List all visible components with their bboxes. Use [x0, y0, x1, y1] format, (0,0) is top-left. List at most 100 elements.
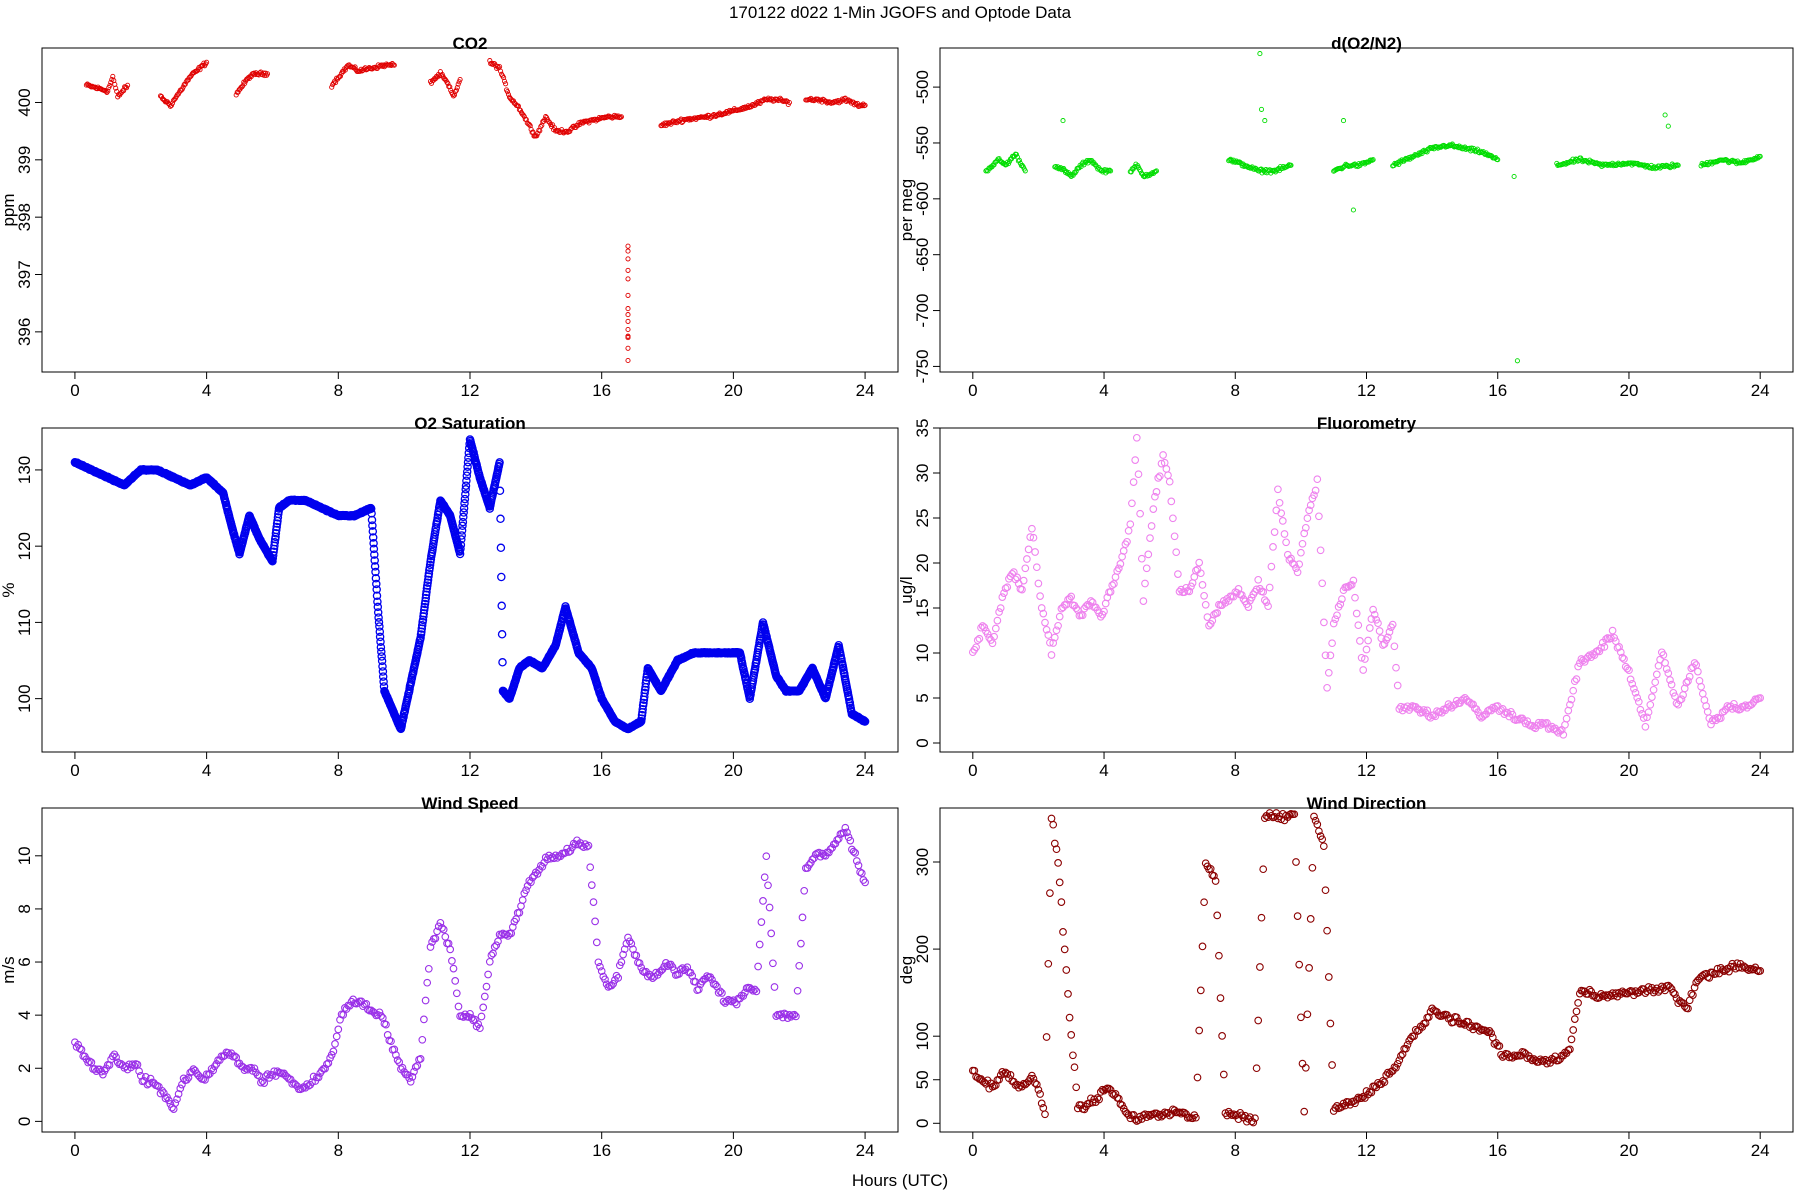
data-point [1211, 877, 1220, 885]
data-point [1252, 1064, 1261, 1073]
data-point [1424, 1013, 1433, 1021]
data-point [1032, 563, 1041, 572]
data-point [1041, 618, 1049, 627]
data-point [1671, 990, 1679, 998]
data-point [1616, 648, 1625, 657]
data-point [1062, 966, 1071, 974]
data-point [526, 122, 532, 128]
data-point [1320, 618, 1328, 627]
data-point [1167, 497, 1176, 506]
data-point [1305, 506, 1313, 515]
data-point [1684, 677, 1692, 685]
data-point [625, 248, 631, 254]
data-point [375, 627, 385, 636]
data-point [504, 89, 511, 95]
y-tick-label: 15 [913, 599, 932, 618]
data-point [1356, 637, 1364, 645]
data-point [640, 688, 649, 698]
data-point [1034, 1085, 1043, 1094]
data-point [1520, 1048, 1528, 1057]
data-point [373, 597, 382, 606]
y-tick-label: 100 [913, 1022, 932, 1050]
data-point [1142, 564, 1151, 573]
data-point [393, 1056, 402, 1064]
data-point [1060, 118, 1066, 124]
data-point [1136, 509, 1144, 518]
data-point [1146, 534, 1154, 542]
data-point [1713, 964, 1722, 973]
data-point [638, 704, 647, 714]
data-point [1172, 548, 1181, 557]
data-point [1177, 1109, 1185, 1118]
data-point [184, 1073, 193, 1082]
data-point [1107, 167, 1113, 173]
data-point [476, 1024, 484, 1033]
data-point [1315, 827, 1323, 836]
data-point [1300, 1107, 1309, 1116]
data-point [1570, 1015, 1579, 1023]
data-point [230, 1052, 239, 1060]
data-point [1093, 1094, 1102, 1102]
data-point [1566, 1045, 1574, 1054]
data-point [786, 99, 792, 106]
x-tick-label: 16 [592, 1141, 611, 1160]
data-points [83, 58, 868, 364]
data-point [1365, 624, 1374, 632]
data-point [1633, 693, 1642, 702]
data-point [423, 575, 433, 585]
data-point [1326, 1019, 1335, 1028]
data-point [1087, 597, 1095, 605]
data-point [1047, 814, 1056, 823]
data-point [1036, 1090, 1044, 1098]
data-point [793, 986, 802, 995]
data-point [459, 512, 468, 522]
y-axis-label-o2-n2: per meg [897, 179, 916, 241]
data-point [490, 943, 499, 951]
y-tick-label: -550 [913, 126, 932, 160]
data-point [268, 550, 278, 560]
plot-frame [939, 47, 1794, 373]
data-point [1200, 898, 1208, 907]
data-point [993, 616, 1002, 625]
y-tick-label: -750 [913, 349, 932, 383]
data-point [637, 710, 647, 720]
data-point [1180, 588, 1189, 596]
x-tick-label: 4 [202, 761, 211, 780]
data-point [1175, 587, 1184, 596]
data-point [416, 633, 425, 642]
data-point [518, 896, 527, 904]
data-point [1292, 858, 1300, 866]
data-point [423, 581, 432, 590]
data-point [492, 941, 501, 950]
data-point [587, 881, 596, 889]
data-point [1258, 106, 1265, 112]
y-tick-label: 200 [913, 935, 932, 963]
data-point [1064, 990, 1072, 998]
data-point [419, 605, 429, 615]
data-point [625, 256, 631, 262]
data-point [498, 68, 504, 74]
data-point [454, 1002, 463, 1011]
data-point [461, 490, 470, 499]
data-point [1237, 591, 1246, 599]
data-point [369, 539, 378, 548]
data-point [374, 613, 383, 622]
data-point [1511, 173, 1517, 180]
data-point [996, 604, 1005, 612]
data-point [420, 602, 429, 612]
data-point [975, 634, 984, 643]
data-point [1260, 814, 1269, 823]
data-point [204, 1070, 213, 1079]
y-tick-label: 50 [913, 1070, 932, 1089]
data-point [174, 1090, 183, 1098]
data-point [632, 951, 641, 960]
data-point [1712, 969, 1720, 978]
data-point [1185, 587, 1194, 596]
data-point [366, 504, 376, 513]
data-point [1397, 1052, 1405, 1060]
panel-title-o2-saturation: O2 Saturation [414, 414, 525, 433]
data-point [421, 996, 430, 1005]
data-point [1336, 600, 1345, 609]
data-point [1278, 517, 1287, 525]
data-point [391, 62, 397, 68]
